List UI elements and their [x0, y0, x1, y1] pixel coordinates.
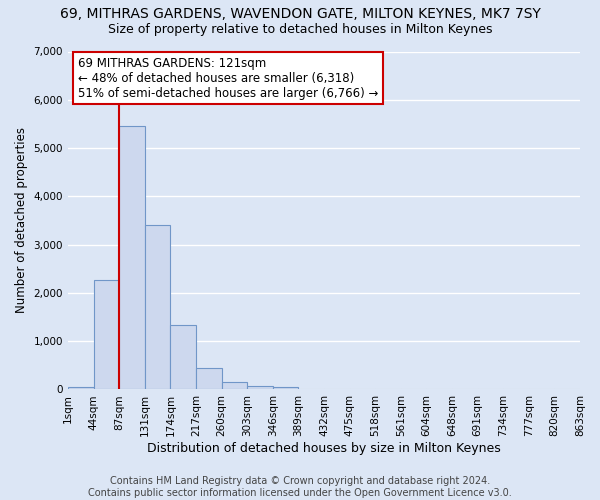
Bar [145, 226, 170, 390]
Bar [94, 280, 119, 390]
Text: Contains HM Land Registry data © Crown copyright and database right 2024.
Contai: Contains HM Land Registry data © Crown c… [88, 476, 512, 498]
Bar [68, 386, 94, 390]
X-axis label: Distribution of detached houses by size in Milton Keynes: Distribution of detached houses by size … [147, 442, 501, 455]
Y-axis label: Number of detached properties: Number of detached properties [15, 128, 28, 314]
Text: Size of property relative to detached houses in Milton Keynes: Size of property relative to detached ho… [108, 22, 492, 36]
Bar [273, 387, 298, 390]
Bar [119, 126, 145, 390]
Bar [221, 382, 247, 390]
Text: 69, MITHRAS GARDENS, WAVENDON GATE, MILTON KEYNES, MK7 7SY: 69, MITHRAS GARDENS, WAVENDON GATE, MILT… [59, 8, 541, 22]
Bar [247, 386, 273, 390]
Bar [196, 368, 221, 390]
Bar [170, 325, 196, 390]
Text: 69 MITHRAS GARDENS: 121sqm
← 48% of detached houses are smaller (6,318)
51% of s: 69 MITHRAS GARDENS: 121sqm ← 48% of deta… [78, 56, 379, 100]
